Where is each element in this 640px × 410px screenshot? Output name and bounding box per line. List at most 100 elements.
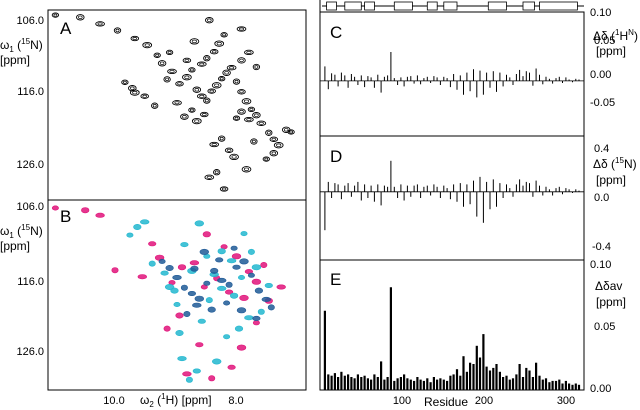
peak-inner-spectrumA-12 <box>189 68 194 72</box>
peak-spectrumB-2-2 <box>172 274 182 280</box>
d-tick-2: -0.4 <box>592 241 611 253</box>
peak-spectrumA-0-53 <box>241 166 252 173</box>
ss-box-6 <box>487 1 507 11</box>
peak-spectrumB-2-9 <box>225 281 233 288</box>
peak-inner-spectrumA-0 <box>53 13 58 17</box>
peak-spectrumB-1-21 <box>205 297 213 304</box>
peak-spectrumA-0-57 <box>203 55 211 62</box>
peak-inner-spectrumA-19 <box>224 71 229 75</box>
peak-spectrumB-1-20 <box>217 285 227 291</box>
e-ylabel: Δδav <box>595 279 622 293</box>
peak-inner-spectrumA-7 <box>159 61 165 66</box>
peak-inner-spectrumA-41 <box>194 119 200 123</box>
bars-c <box>320 52 584 98</box>
peak-inner-spectrumA-64 <box>184 58 190 62</box>
peak-spectrumA-0-45 <box>151 102 159 109</box>
peak-spectrumB-2-10 <box>232 264 241 270</box>
bars-d <box>320 160 584 231</box>
peak-spectrumA-0-68 <box>236 26 247 32</box>
peak-spectrumA-0-36 <box>232 115 241 121</box>
peak-spectrumA-0-9 <box>163 76 171 83</box>
x-tick-10: 10.0 <box>103 395 124 407</box>
peak-spectrumA-0-14 <box>196 93 207 99</box>
peak-spectrumB-2-21 <box>183 310 191 317</box>
peak-spectrumB-1-9 <box>185 376 193 383</box>
peak-spectrumA-0-67 <box>205 17 214 24</box>
peak-spectrumB-0-27 <box>163 325 171 332</box>
peak-inner-spectrumA-20 <box>229 66 235 70</box>
peak-spectrumB-1-26 <box>226 258 237 264</box>
peak-spectrumB-0-17 <box>231 253 242 260</box>
peak-spectrumB-2-11 <box>239 258 249 265</box>
peak-spectrumB-0-25 <box>177 264 187 271</box>
ss-box-8 <box>539 1 578 11</box>
peak-spectrumB-2-0 <box>158 258 166 264</box>
peak-spectrumB-1-16 <box>264 282 273 288</box>
peak-spectrumA-0-51 <box>213 169 221 176</box>
peak-spectrumA-0-10 <box>175 81 184 87</box>
peak-spectrumA-0-32 <box>209 141 220 148</box>
peak-spectrumA-0-43 <box>180 113 189 120</box>
d-ylabel: Δδ (15N) <box>593 156 637 171</box>
peak-inner-spectrumA-40 <box>202 113 207 116</box>
secondary-structure-bar <box>322 1 584 11</box>
panel-b-letter: B <box>60 207 71 226</box>
peak-inner-spectrumA-34 <box>226 148 232 152</box>
x-tick-8: 8.0 <box>228 395 243 407</box>
peak-inner-spectrumA-57 <box>204 56 209 60</box>
peak-spectrumA-0-34 <box>224 147 234 153</box>
c-tick-1: 0.05 <box>594 35 615 47</box>
peak-inner-spectrumA-3 <box>115 28 120 33</box>
peak-spectrumB-0-28 <box>195 342 204 348</box>
peak-spectrumB-0-23 <box>239 294 249 301</box>
peak-spectrumB-2-1 <box>165 264 174 271</box>
c-tick-0: 0.10 <box>590 7 611 19</box>
peak-spectrumA-0-61 <box>237 57 246 64</box>
c-tick-3: -0.05 <box>590 97 615 109</box>
panel-d-frame <box>319 135 585 261</box>
e-tick-0: 0.10 <box>590 259 611 271</box>
peak-inner-spectrumA-18 <box>219 77 224 81</box>
peak-spectrumB-2-6 <box>203 280 211 286</box>
peak-inner-spectrumA-11 <box>184 75 190 79</box>
panel-c-frame <box>319 11 585 137</box>
peak-spectrumB-0-0 <box>51 205 59 211</box>
peak-inner-spectrumA-15 <box>204 98 209 103</box>
peak-spectrumB-0-8 <box>182 371 192 377</box>
peak-inner-spectrumA-33 <box>219 136 224 141</box>
peak-spectrumB-1-28 <box>180 242 189 248</box>
peak-inner-spectrumA-51 <box>214 170 219 174</box>
peak-spectrumB-1-2 <box>140 219 150 225</box>
peak-inner-spectrumA-49 <box>130 86 135 90</box>
peak-spectrumB-2-17 <box>236 307 247 314</box>
peak-spectrumA-0-2 <box>95 21 105 27</box>
peak-spectrumB-2-13 <box>254 287 263 294</box>
peak-spectrumA-0-18 <box>218 76 226 82</box>
peak-inner-spectrumA-6 <box>155 53 160 57</box>
c-ylabel: Δδ (1HN) <box>593 28 638 43</box>
peak-spectrumB-2-3 <box>180 284 188 291</box>
peak-inner-spectrumA-45 <box>152 103 157 108</box>
res-xlabel: Residue <box>424 395 468 409</box>
peak-spectrumB-1-19 <box>230 292 239 299</box>
res-tick-300: 300 <box>557 395 575 407</box>
peak-spectrumB-2-22 <box>215 257 224 263</box>
peak-spectrumA-0-49 <box>128 85 137 92</box>
tick-b-116: 116.0 <box>17 276 44 288</box>
peak-inner-spectrumA-50 <box>206 175 212 179</box>
y-label-b: ω1 (15N) <box>0 223 43 240</box>
peak-inner-spectrumA-58 <box>211 50 217 54</box>
peak-spectrumA-0-46 <box>140 93 149 99</box>
peak-spectrumB-1-11 <box>212 358 222 365</box>
peak-spectrumB-0-3 <box>111 267 119 274</box>
peak-spectrumA-0-35 <box>229 153 239 161</box>
peak-spectrumA-0-28 <box>269 136 279 142</box>
tick-b-106: 106.0 <box>16 201 44 213</box>
peak-inner-spectrumA-23 <box>243 99 250 104</box>
peak-spectrumB-1-27 <box>247 248 255 255</box>
res-tick-200: 200 <box>475 395 493 407</box>
peak-spectrumA-0-39 <box>250 138 258 145</box>
peak-inner-spectrumA-63 <box>254 65 259 69</box>
peak-inner-spectrumA-26 <box>258 121 264 125</box>
